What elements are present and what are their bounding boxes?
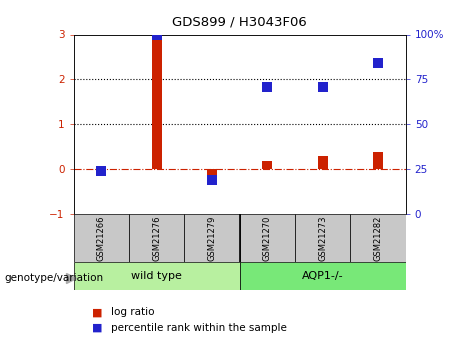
Text: GSM21270: GSM21270 (263, 215, 272, 261)
Bar (129, 214, 184, 262)
Text: GSM21276: GSM21276 (152, 215, 161, 261)
Bar (350, 214, 406, 262)
Text: log ratio: log ratio (111, 307, 154, 317)
Bar (184, 214, 240, 262)
Text: AQP1-/-: AQP1-/- (302, 271, 343, 281)
Text: GSM21273: GSM21273 (318, 215, 327, 261)
Bar (240, 262, 406, 290)
Bar (295, 214, 350, 262)
Bar (373, 152, 383, 169)
Text: GSM21266: GSM21266 (97, 215, 106, 261)
Bar (74, 262, 240, 290)
Bar (318, 157, 328, 169)
Bar (74, 214, 129, 262)
Bar (152, 34, 162, 169)
Bar (207, 169, 217, 179)
Bar (262, 161, 272, 169)
Text: GSM21282: GSM21282 (373, 215, 383, 261)
Text: GDS899 / H3043F06: GDS899 / H3043F06 (172, 16, 307, 29)
Text: wild type: wild type (131, 271, 182, 281)
Text: percentile rank within the sample: percentile rank within the sample (111, 323, 287, 333)
Text: GSM21279: GSM21279 (207, 215, 217, 261)
Text: genotype/variation: genotype/variation (5, 273, 104, 283)
Text: ■: ■ (92, 323, 103, 333)
Bar (96, 169, 106, 172)
Bar (240, 214, 295, 262)
Text: ■: ■ (92, 307, 103, 317)
